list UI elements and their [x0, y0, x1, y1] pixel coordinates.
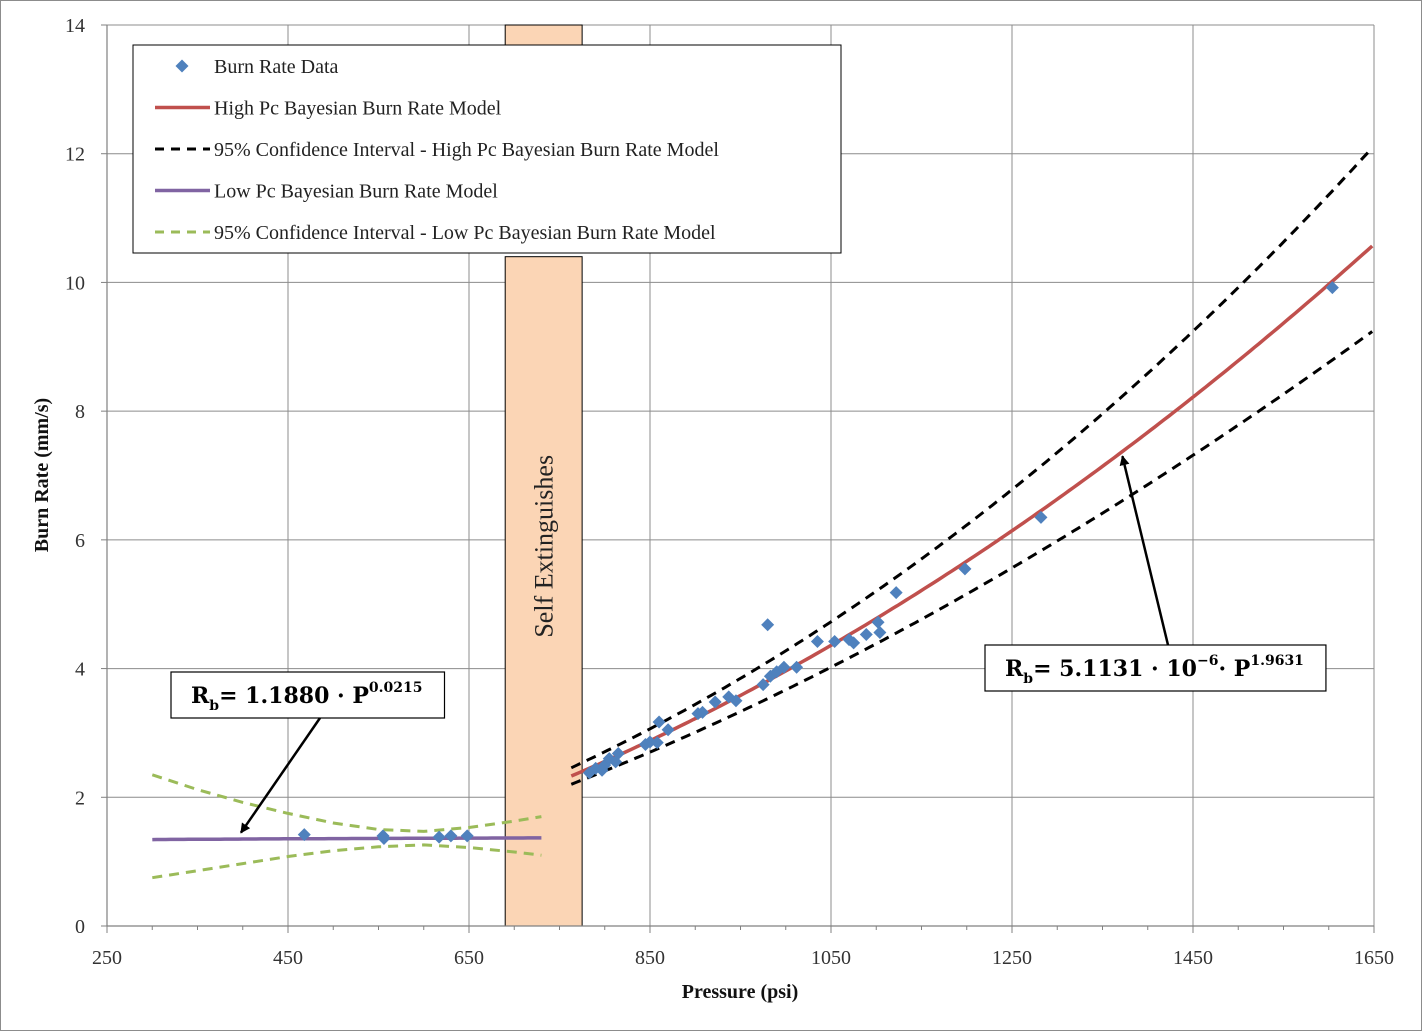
data-point: [810, 635, 824, 649]
equation-arrow-low: [239, 717, 322, 834]
x-tick-label: 1650: [1354, 947, 1394, 969]
eq-tail: · P: [1218, 656, 1250, 682]
x-tick-label: 650: [454, 947, 484, 969]
x-tick-label: 250: [92, 947, 122, 969]
band-label: Self Extinguishes: [530, 455, 559, 638]
legend-label: Burn Rate Data: [214, 56, 339, 78]
x-tick-label: 1050: [811, 947, 851, 969]
y-tick-label: 14: [65, 15, 85, 37]
data-point: [790, 660, 804, 674]
data-point: [859, 627, 873, 641]
series-line-2: [570, 330, 1374, 786]
eq-sup2: 0.0215: [369, 680, 423, 696]
equation-box-high: [984, 644, 1327, 692]
series-line-4: [151, 773, 542, 833]
y-tick-label: 2: [75, 787, 85, 809]
data-point: [661, 723, 675, 737]
series-line-5: [152, 843, 542, 880]
y-tick-label: 10: [65, 272, 85, 294]
legend-swatch-marker: [175, 59, 189, 73]
eq-sub: b: [1023, 671, 1033, 687]
axes: 250 450 650 850 1050 1250 1450 1650 0 2 4 6 8 10 12 14: [65, 15, 1394, 969]
x-tick-label: 850: [635, 947, 665, 969]
equation-arrow-high: [1119, 455, 1170, 646]
eq-sup1: −6: [1197, 653, 1218, 669]
y-tick-label: 6: [75, 530, 85, 552]
data-point: [761, 618, 775, 632]
data-point: [871, 615, 885, 629]
legend-box: [132, 44, 842, 254]
legend-label: 95% Confidence Interval - High Pc Bayesi…: [214, 139, 719, 161]
data-point: [1325, 281, 1339, 295]
data-point: [777, 660, 791, 674]
series-lines: [151, 146, 1374, 880]
y-tick-label: 8: [75, 401, 85, 423]
legend-label: Low Pc Bayesian Burn Rate Model: [214, 181, 498, 203]
legend-label: 95% Confidence Interval - Low Pc Bayesia…: [214, 222, 716, 244]
x-tick-label: 1250: [992, 947, 1032, 969]
data-point: [708, 695, 722, 709]
data-point: [650, 736, 664, 750]
legend-label: High Pc Bayesian Burn Rate Model: [214, 98, 502, 120]
y-tick-label: 0: [75, 916, 85, 938]
data-point: [873, 626, 887, 640]
data-point: [297, 828, 311, 842]
x-tick-label: 1450: [1173, 947, 1213, 969]
data-point: [611, 747, 625, 761]
data-point: [729, 694, 743, 708]
data-point: [889, 586, 903, 600]
eq-mid: = 5.1131 · 10: [1033, 656, 1197, 682]
x-tick-label: 450: [273, 947, 303, 969]
data-point: [1034, 510, 1048, 524]
data-point: [377, 831, 391, 845]
data-point: [643, 735, 657, 749]
y-tick-label: 12: [65, 144, 85, 166]
x-axis-title: Pressure (psi): [682, 981, 798, 1003]
data-point: [828, 635, 842, 649]
eq-sub: b: [209, 698, 219, 714]
series-line-0: [570, 244, 1374, 778]
eq-base: R: [191, 683, 210, 709]
scatter-points: [297, 281, 1339, 845]
data-point: [695, 705, 709, 719]
data-point: [756, 678, 770, 692]
series-line-3: [152, 836, 542, 842]
data-point: [652, 715, 666, 729]
data-point: [958, 562, 972, 576]
legend: Burn Rate Data High Pc Bayesian Burn Rate…: [132, 44, 842, 254]
eq-sup2: 1.9631: [1250, 653, 1304, 669]
equation-box-low: [170, 671, 446, 719]
eq-base: R: [1005, 656, 1024, 682]
data-point: [432, 830, 446, 844]
data-point: [460, 829, 474, 843]
y-axis-title: Burn Rate (mm/s): [31, 398, 53, 552]
data-point: [444, 829, 458, 843]
data-point: [847, 636, 861, 650]
eq-mid: = 1.1880 · P: [219, 683, 369, 709]
y-tick-label: 4: [75, 659, 85, 681]
